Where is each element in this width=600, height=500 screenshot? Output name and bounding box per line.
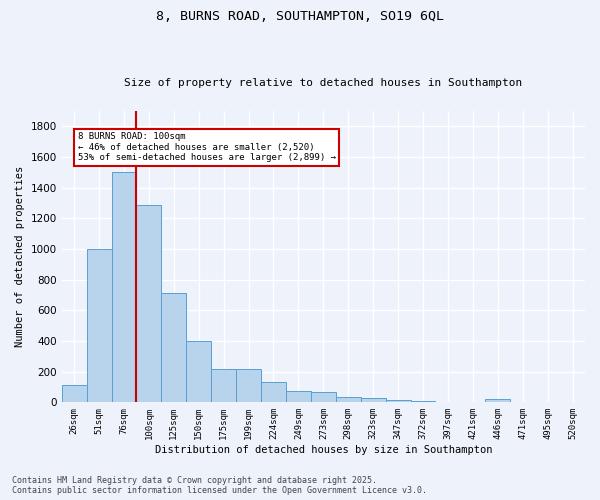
Bar bbox=[112, 172, 136, 402]
Bar bbox=[86, 249, 112, 402]
Bar bbox=[261, 382, 286, 402]
Title: Size of property relative to detached houses in Southampton: Size of property relative to detached ho… bbox=[124, 78, 523, 88]
Text: 8, BURNS ROAD, SOUTHAMPTON, SO19 6QL: 8, BURNS ROAD, SOUTHAMPTON, SO19 6QL bbox=[156, 10, 444, 23]
Bar bbox=[410, 401, 436, 402]
Bar bbox=[186, 341, 211, 402]
X-axis label: Distribution of detached houses by size in Southampton: Distribution of detached houses by size … bbox=[155, 445, 492, 455]
Bar bbox=[336, 397, 361, 402]
Text: Contains HM Land Registry data © Crown copyright and database right 2025.
Contai: Contains HM Land Registry data © Crown c… bbox=[12, 476, 427, 495]
Bar bbox=[62, 386, 86, 402]
Bar bbox=[136, 204, 161, 402]
Bar bbox=[211, 370, 236, 402]
Y-axis label: Number of detached properties: Number of detached properties bbox=[15, 166, 25, 348]
Bar bbox=[361, 398, 386, 402]
Bar bbox=[161, 294, 186, 403]
Bar bbox=[236, 370, 261, 402]
Bar bbox=[485, 400, 510, 402]
Bar bbox=[286, 391, 311, 402]
Bar bbox=[386, 400, 410, 402]
Bar bbox=[311, 392, 336, 402]
Text: 8 BURNS ROAD: 100sqm
← 46% of detached houses are smaller (2,520)
53% of semi-de: 8 BURNS ROAD: 100sqm ← 46% of detached h… bbox=[78, 132, 336, 162]
